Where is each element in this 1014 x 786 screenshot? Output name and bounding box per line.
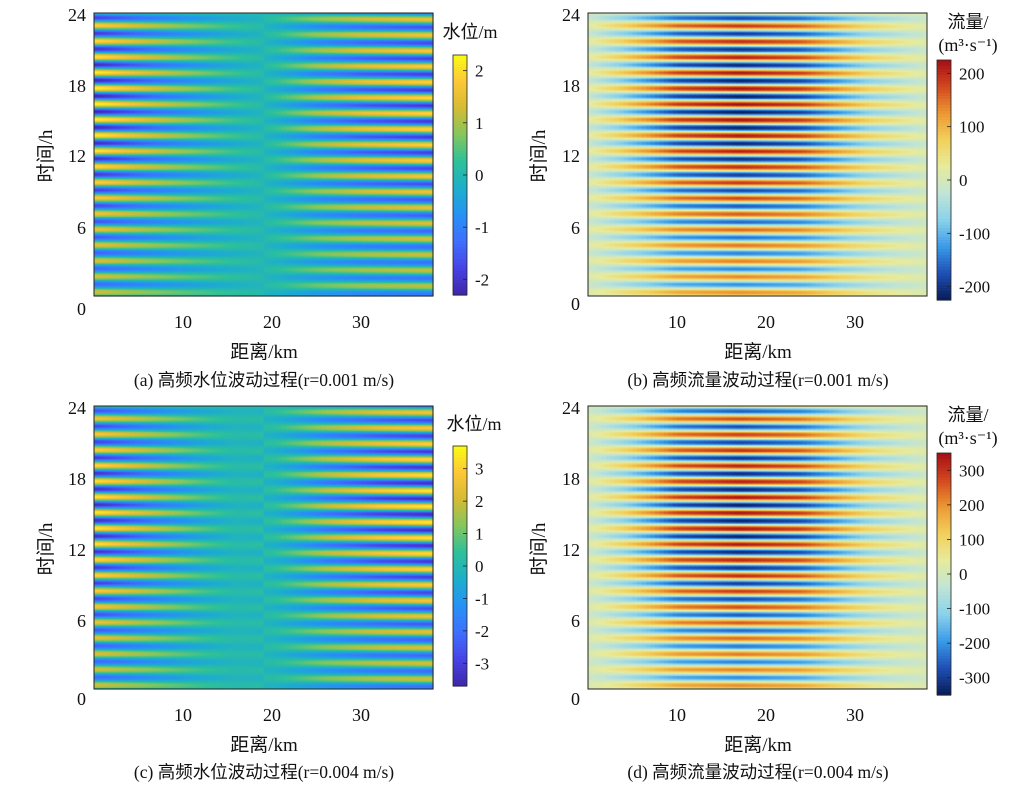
heatmap-a [94, 13, 434, 297]
figure: 10 20 30 24 18 12 6 0 距离/km 时间/h (a) 高频水… [0, 0, 1014, 786]
panel-a: 10 20 30 24 18 12 6 0 距离/km 时间/h (a) 高频水… [35, 5, 498, 390]
